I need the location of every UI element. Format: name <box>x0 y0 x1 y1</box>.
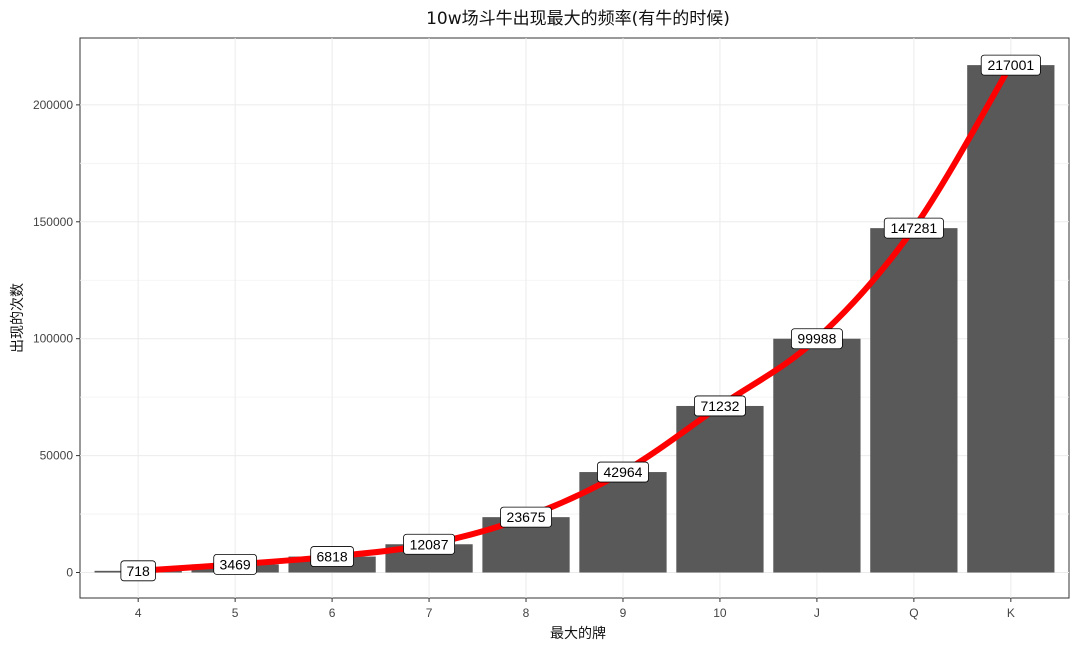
y-axis-title: 出现的次数 <box>10 283 26 353</box>
data-label-10: 71232 <box>694 395 746 417</box>
data-label-text: 99988 <box>797 331 836 347</box>
y-tick-label: 200000 <box>33 98 73 112</box>
y-tick-label: 50000 <box>40 449 74 463</box>
data-label-box <box>213 554 257 575</box>
data-label-text: 23675 <box>507 509 546 525</box>
data-label-7: 12087 <box>403 533 455 555</box>
data-label-text: 217001 <box>987 57 1034 73</box>
y-tick-label: 0 <box>66 566 73 580</box>
data-label-text: 3469 <box>220 556 251 572</box>
data-label-text: 71232 <box>700 398 739 414</box>
bar-10 <box>676 405 764 573</box>
x-axis-title: 最大的牌 <box>550 625 606 642</box>
x-tick-label: 10 <box>713 606 727 620</box>
data-label-box <box>403 533 455 555</box>
data-label-K: 217001 <box>980 54 1041 76</box>
x-tick-label: J <box>814 606 820 620</box>
data-label-box <box>120 560 156 582</box>
data-label-4: 718 <box>120 560 156 582</box>
data-label-box <box>500 506 552 528</box>
data-label-Q: 147281 <box>883 217 944 239</box>
data-labels-group: 718 3469 6818 12087 23675 42964 71232 99988 1472… <box>120 54 1041 582</box>
data-label-text: 718 <box>126 563 150 579</box>
x-tick-label: 4 <box>135 606 142 620</box>
data-label-J: 99988 <box>791 328 843 350</box>
data-label-text: 42964 <box>604 464 643 480</box>
data-label-text: 147281 <box>891 220 938 236</box>
y-tick-label: 100000 <box>33 332 73 346</box>
data-label-box <box>980 54 1041 76</box>
bars-group <box>94 65 1055 573</box>
x-tick-label: 9 <box>620 606 627 620</box>
data-label-box <box>791 328 843 350</box>
x-tick-label: 6 <box>329 606 336 620</box>
x-axis: 4 5 6 7 8 9 10 J Q K <box>135 598 1015 620</box>
x-tick-label: 8 <box>523 606 530 620</box>
data-label-box <box>310 546 354 567</box>
data-label-text: 6818 <box>317 549 348 565</box>
bar-K <box>967 65 1055 573</box>
y-tick-label: 150000 <box>33 215 73 229</box>
data-label-box <box>694 395 746 417</box>
x-tick-label: 5 <box>232 606 239 620</box>
bar-J <box>773 338 861 573</box>
data-label-8: 23675 <box>500 506 552 528</box>
data-label-text: 12087 <box>410 536 449 552</box>
data-label-6: 6818 <box>310 546 354 567</box>
data-label-5: 3469 <box>213 554 257 575</box>
y-axis: 0 50000 100000 150000 200000 <box>33 98 80 580</box>
x-tick-label: Q <box>909 606 918 620</box>
data-label-9: 42964 <box>597 461 649 483</box>
chart-title: 10w场斗牛出现最大的频率(有牛的时候) <box>426 9 730 29</box>
x-tick-label: 7 <box>426 606 433 620</box>
bar-Q <box>870 228 958 573</box>
data-label-box <box>597 461 649 483</box>
x-tick-label: K <box>1007 606 1015 620</box>
data-label-box <box>883 217 944 239</box>
